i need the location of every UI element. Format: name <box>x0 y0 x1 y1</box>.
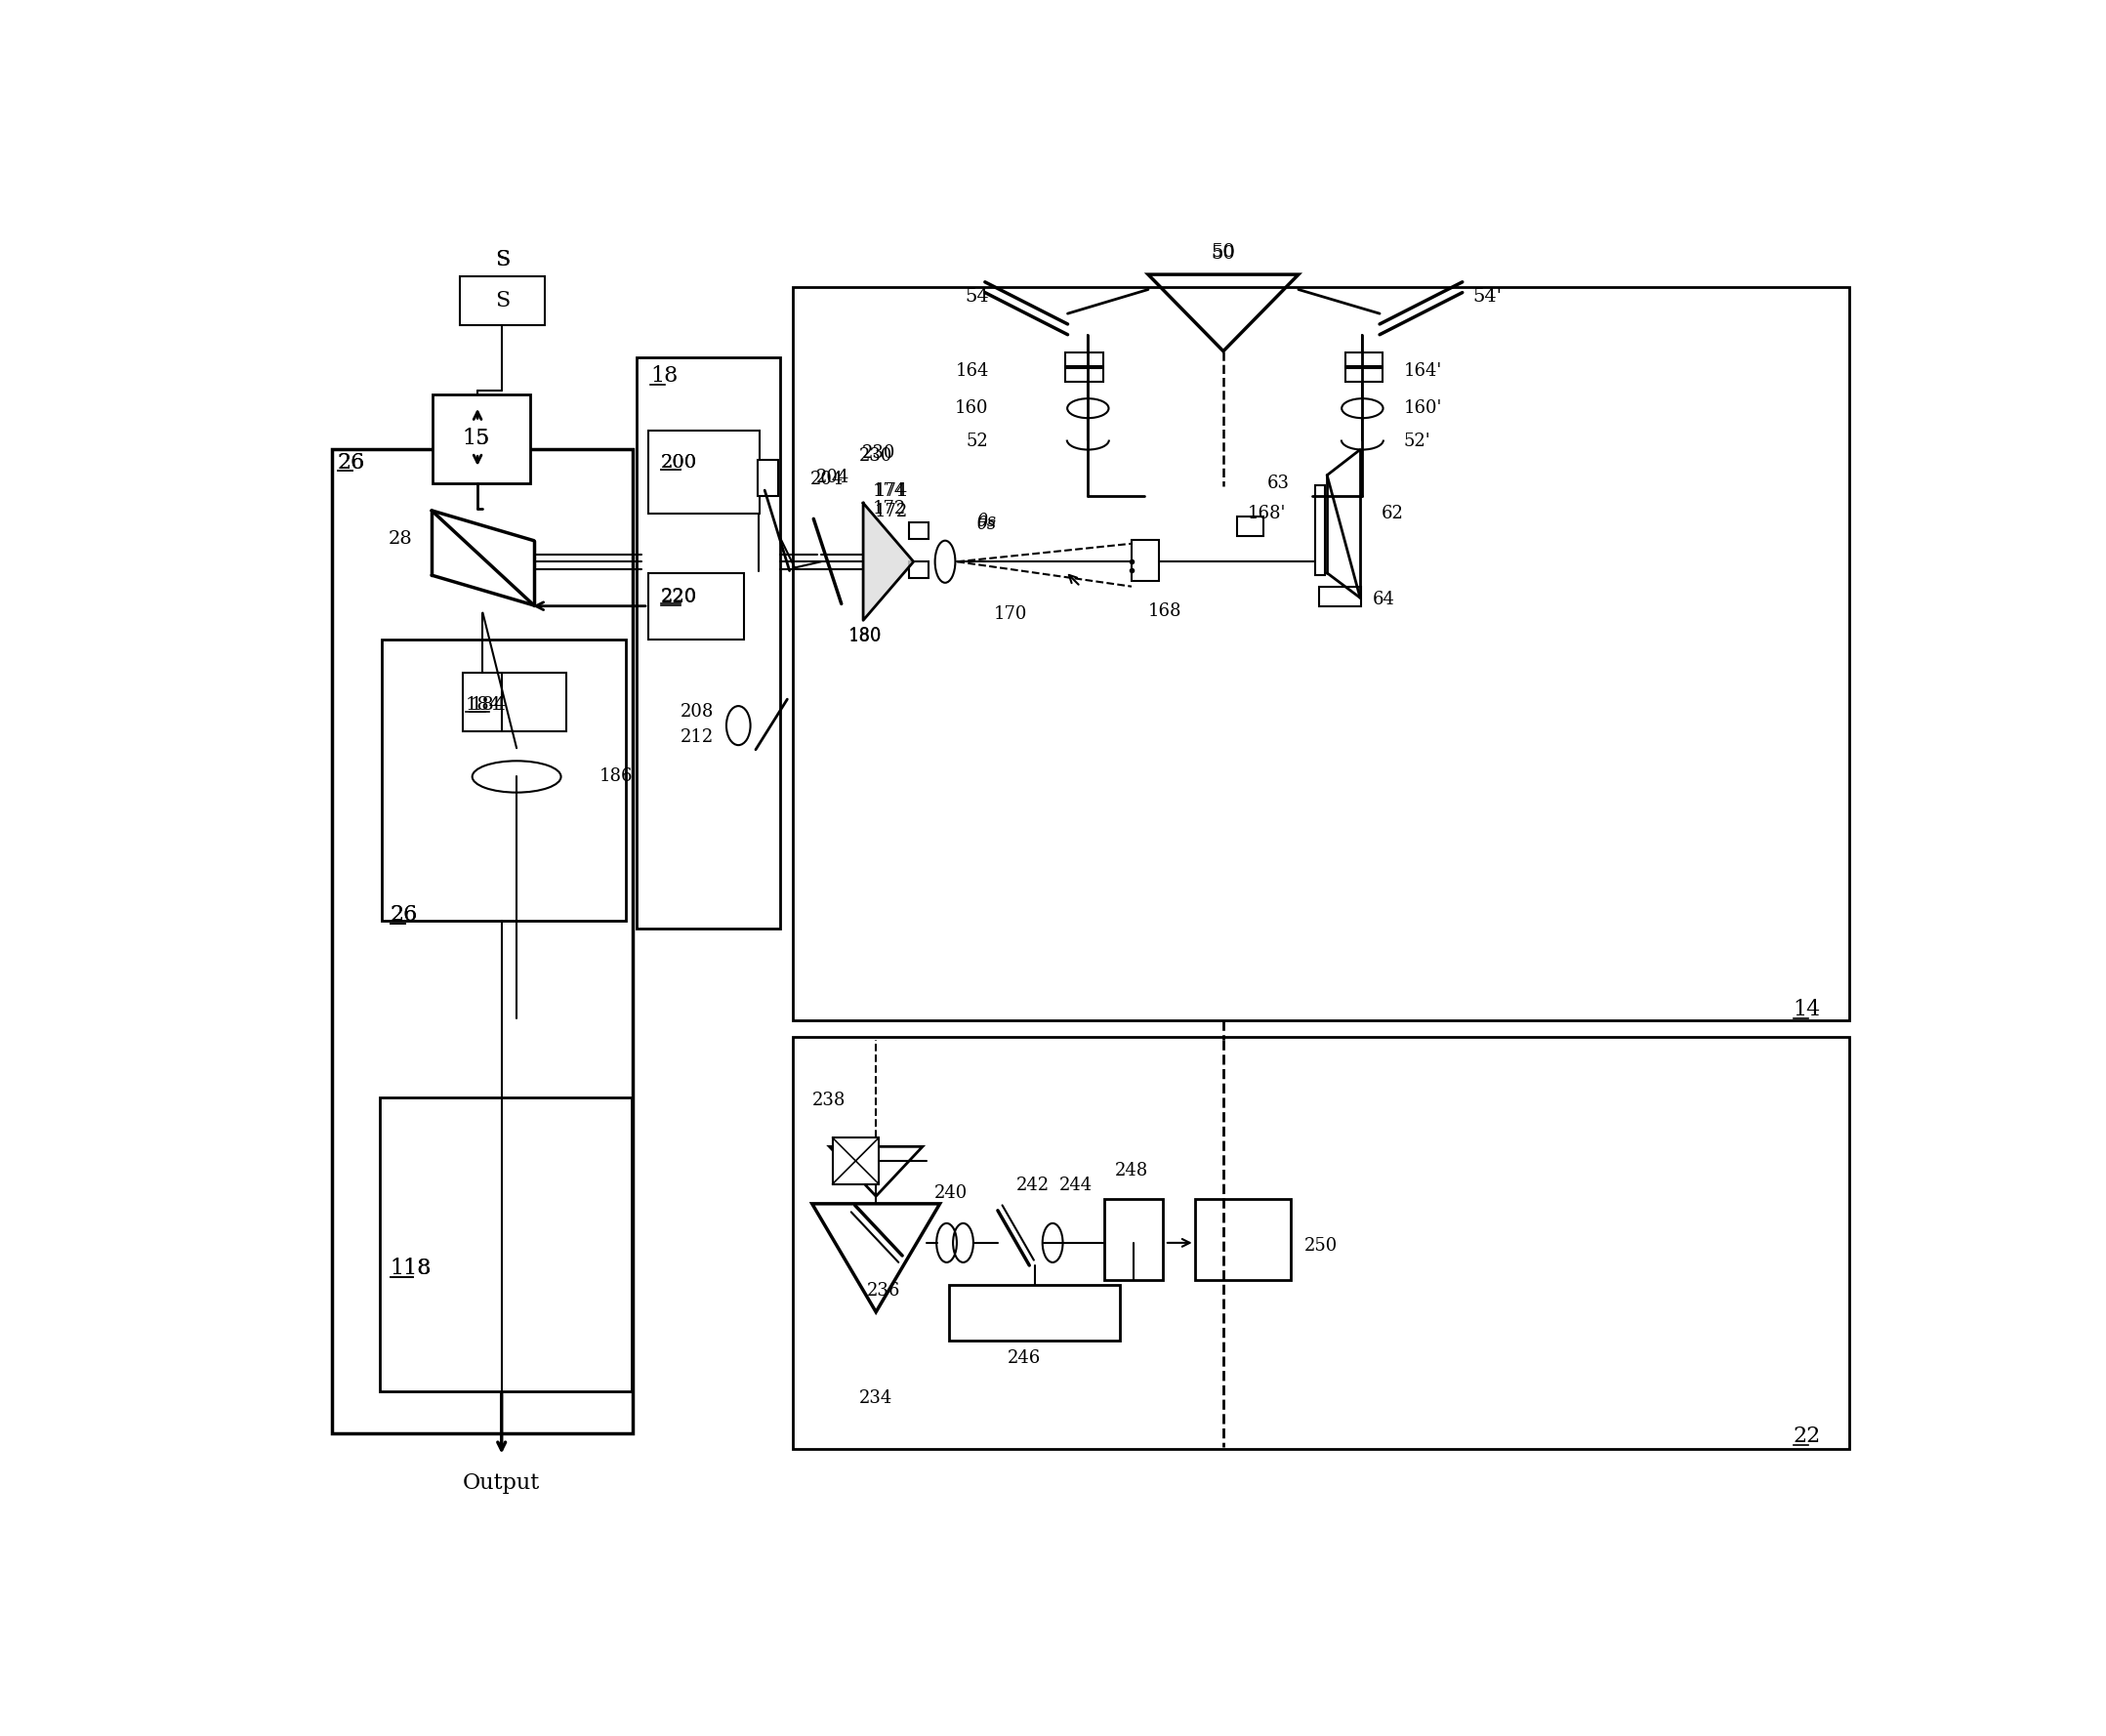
Text: 230: 230 <box>859 448 893 465</box>
Text: 212: 212 <box>680 729 714 746</box>
Text: 236: 236 <box>868 1283 899 1300</box>
Text: 28: 28 <box>390 529 413 549</box>
Text: 242: 242 <box>1017 1177 1051 1194</box>
Text: 200: 200 <box>661 453 697 470</box>
Text: 244: 244 <box>1059 1177 1093 1194</box>
Bar <box>950 1285 1120 1340</box>
Text: S: S <box>495 290 510 311</box>
Bar <box>1194 1200 1291 1281</box>
Text: 208: 208 <box>680 703 714 720</box>
Text: 220: 220 <box>661 589 697 606</box>
Text: 174: 174 <box>874 483 908 500</box>
Text: 248: 248 <box>1114 1161 1148 1179</box>
Text: 160': 160' <box>1405 399 1443 417</box>
Text: θs: θs <box>977 516 996 533</box>
Bar <box>1346 352 1384 366</box>
Text: 15: 15 <box>463 427 491 450</box>
Text: 204: 204 <box>815 469 849 486</box>
Bar <box>1066 352 1104 366</box>
Text: 160: 160 <box>954 399 988 417</box>
Bar <box>333 450 634 1434</box>
Bar <box>461 276 545 326</box>
Bar <box>910 523 929 540</box>
Bar <box>1104 1200 1163 1281</box>
Text: 64: 64 <box>1373 590 1394 608</box>
Text: 168': 168' <box>1247 505 1287 523</box>
Text: 168: 168 <box>1148 602 1181 620</box>
Text: 118: 118 <box>390 1257 432 1279</box>
Text: 54': 54' <box>1472 288 1502 306</box>
Bar <box>1066 368 1104 382</box>
Text: 200: 200 <box>661 453 697 470</box>
Polygon shape <box>863 503 914 620</box>
Bar <box>794 1036 1849 1450</box>
Bar <box>379 1097 632 1391</box>
Bar <box>758 460 779 496</box>
Bar <box>1314 484 1325 575</box>
Bar <box>432 394 531 484</box>
Text: 14: 14 <box>1792 998 1822 1021</box>
Text: 54: 54 <box>965 288 988 306</box>
Bar <box>1236 517 1264 536</box>
Text: 246: 246 <box>1007 1351 1040 1368</box>
Bar <box>636 358 779 929</box>
Text: 238: 238 <box>813 1092 847 1109</box>
Bar <box>649 431 760 514</box>
Bar <box>832 1137 878 1184</box>
Text: 204: 204 <box>811 470 842 488</box>
Bar <box>381 639 625 922</box>
Bar <box>649 573 743 639</box>
Text: 240: 240 <box>935 1184 969 1201</box>
Text: 22: 22 <box>1792 1425 1822 1446</box>
Text: 164': 164' <box>1405 361 1443 380</box>
Text: 50: 50 <box>1211 243 1236 260</box>
Text: 26: 26 <box>390 904 417 925</box>
Text: 250: 250 <box>1304 1238 1337 1255</box>
Text: 230: 230 <box>861 444 895 462</box>
Text: 164: 164 <box>956 361 988 380</box>
Bar <box>910 562 929 578</box>
Bar <box>1346 368 1384 382</box>
Text: S: S <box>495 248 510 271</box>
Text: 15: 15 <box>463 427 491 450</box>
Text: 18: 18 <box>651 365 678 387</box>
Text: 26: 26 <box>390 904 417 925</box>
Text: 180: 180 <box>849 628 882 646</box>
Text: 180: 180 <box>849 627 882 644</box>
Bar <box>1131 540 1158 582</box>
Bar <box>794 286 1849 1021</box>
Text: 172: 172 <box>872 500 906 517</box>
Text: 63: 63 <box>1268 474 1289 493</box>
Text: 174: 174 <box>872 483 906 500</box>
Text: 62: 62 <box>1382 505 1403 523</box>
Text: 50: 50 <box>1211 245 1236 262</box>
Bar <box>1320 587 1360 608</box>
Text: 52: 52 <box>967 432 988 450</box>
Text: 184: 184 <box>470 696 505 713</box>
Text: 234: 234 <box>859 1389 893 1408</box>
Text: 26: 26 <box>337 451 364 474</box>
Text: 184: 184 <box>465 696 501 713</box>
Text: S: S <box>495 248 510 271</box>
Text: 170: 170 <box>994 606 1028 623</box>
Text: θs: θs <box>977 512 996 529</box>
Text: 26: 26 <box>337 451 364 474</box>
Text: 220: 220 <box>661 587 697 606</box>
Text: 52': 52' <box>1405 432 1430 450</box>
Bar <box>463 674 567 731</box>
Text: 186: 186 <box>600 767 634 785</box>
Text: Output: Output <box>463 1472 541 1495</box>
Text: 118: 118 <box>390 1257 432 1279</box>
Text: 172: 172 <box>874 502 908 521</box>
